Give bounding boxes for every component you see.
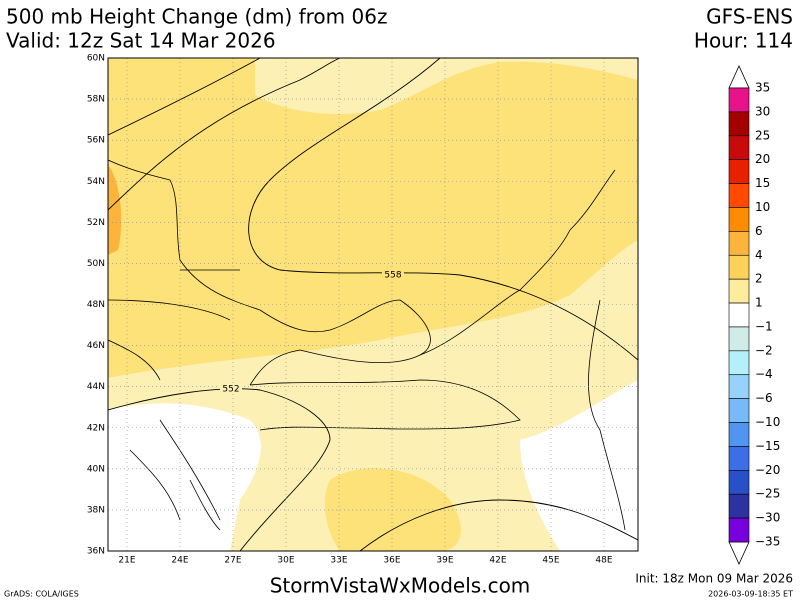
lon-label: 36E [383, 556, 400, 566]
fill-white-se [520, 380, 638, 551]
lat-label: 58N [87, 95, 105, 105]
lon-label: 45E [542, 556, 559, 566]
color-bar-label: −25 [755, 487, 780, 501]
color-swatch [728, 111, 750, 137]
lon-label: 24E [171, 556, 188, 566]
height-contours [108, 58, 638, 551]
title: 500 mb Height Change (dm) from 06z [6, 5, 387, 29]
color-bar-label: 20 [755, 152, 770, 166]
color-swatch [728, 470, 750, 495]
color-swatch [728, 278, 750, 304]
color-swatch [728, 183, 750, 208]
color-bar-label: −10 [755, 415, 780, 429]
color-bar-label: 30 [755, 104, 770, 118]
color-bar-label: −1 [755, 319, 773, 333]
color-bar-label: 6 [755, 224, 763, 238]
lat-label: 56N [87, 136, 105, 146]
color-bar-label: −4 [755, 367, 773, 381]
color-bar-label: 2 [755, 272, 763, 286]
map-frame [107, 57, 639, 552]
color-bar-label: 15 [755, 176, 770, 190]
site-name: StormVistaWxModels.com [270, 574, 531, 598]
color-swatch [728, 446, 750, 471]
color-bar-label: −2 [755, 343, 773, 357]
coastlines [108, 159, 626, 531]
color-bar-label: 35 [755, 81, 770, 95]
lat-label: 60N [87, 54, 105, 64]
fill-1-2-north [255, 58, 638, 115]
color-bar: 35 30 25 20 15 10 6 4 2 1 −1 −2 −4 −6 −10 −15 −20 −25 −30 −… [728, 65, 780, 565]
contour-label: 552 [222, 385, 239, 395]
color-bar-label: −30 [755, 511, 780, 525]
color-bar-arrow [728, 541, 750, 565]
lon-label: 48E [595, 556, 612, 566]
color-swatch [728, 493, 750, 519]
lon-label: 30E [277, 556, 294, 566]
credit: GrADS: COLA/IGES [4, 590, 79, 599]
model-name: GFS-ENS [706, 5, 793, 29]
lon-label: 21E [118, 556, 135, 566]
color-swatch [728, 350, 750, 376]
color-swatch [728, 135, 750, 160]
color-bar-label: −15 [755, 439, 780, 453]
lon-label: 39E [436, 556, 453, 566]
color-swatch [728, 422, 750, 447]
init-time: Init: 18z Mon 09 Mar 2026 [635, 572, 793, 586]
graticule [108, 58, 638, 551]
color-bar-label: −6 [755, 391, 773, 405]
lat-label: 44N [87, 382, 105, 392]
color-swatch [728, 207, 750, 232]
fill-white-sw [108, 403, 261, 551]
contour-label-box [220, 383, 242, 394]
contour-label-box [382, 269, 404, 280]
lat-label: 36N [87, 547, 105, 557]
forecast-hour: Hour: 114 [694, 29, 793, 53]
lon-label: 27E [224, 556, 241, 566]
lat-label: 42N [87, 423, 105, 433]
color-swatch [728, 374, 750, 399]
color-bar-label: −35 [755, 535, 780, 549]
map: 558 552 60N 58N 56N 54N 52N 50N 48N 46N 44N 42N 40… [87, 54, 639, 566]
fill-4-6 [108, 165, 122, 255]
color-swatch [728, 159, 750, 184]
color-bar-label: 1 [755, 296, 763, 310]
lat-label: 38N [87, 505, 105, 515]
color-swatch [728, 231, 750, 256]
timestamp: 2026-03-09-18:35 ET [708, 590, 793, 599]
color-swatch [728, 254, 750, 280]
contour-label: 558 [384, 271, 401, 281]
lon-label: 33E [330, 556, 347, 566]
color-swatch [728, 517, 750, 543]
lat-label: 46N [87, 341, 105, 351]
color-bar-label: −20 [755, 463, 780, 477]
color-swatch [728, 302, 750, 328]
color-bar-label: 25 [755, 128, 770, 142]
color-swatch [728, 398, 750, 423]
lat-label: 48N [87, 300, 105, 310]
color-bar-arrow [728, 65, 750, 89]
color-swatch [728, 87, 750, 113]
color-bar-label: 4 [755, 248, 763, 262]
lat-label: 54N [87, 177, 105, 187]
valid-time: Valid: 12z Sat 14 Mar 2026 [6, 29, 276, 53]
color-bar-label: 10 [755, 200, 770, 214]
lat-label: 40N [87, 464, 105, 474]
lat-label: 50N [87, 259, 105, 269]
lat-label: 52N [87, 218, 105, 228]
lon-label: 42E [489, 556, 506, 566]
color-swatch [728, 326, 750, 352]
